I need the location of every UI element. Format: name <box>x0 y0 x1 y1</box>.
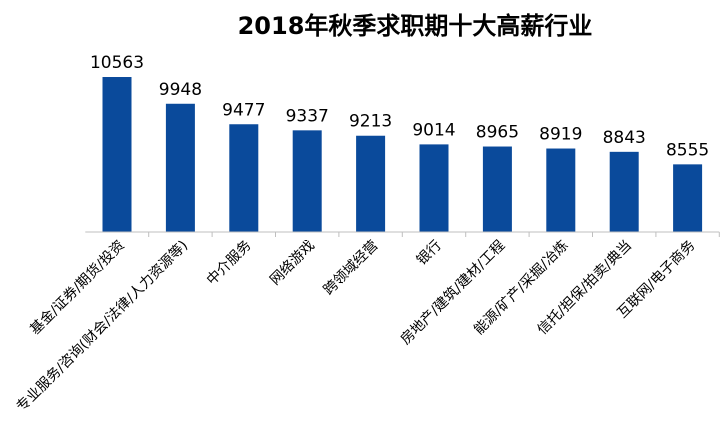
value-label: 8965 <box>476 123 519 143</box>
bar <box>102 77 132 233</box>
value-label: 10563 <box>90 53 144 73</box>
category-label: 银行 <box>414 238 445 269</box>
bar <box>356 135 386 232</box>
value-label: 9337 <box>286 106 329 126</box>
category-labels-layer: 基金/证券/期货/投资专业服务/咨询(财会/法律/人力资源等) 中介服务 网络游戏跨… <box>13 232 720 415</box>
category-label: 房地产/建筑/建材/工程 <box>398 238 508 348</box>
category-label: 中介服务 <box>204 238 255 289</box>
chart-title: 2018年秋季求职期十大高薪行业 <box>238 12 593 40</box>
category-label: 网络游戏 <box>267 238 318 289</box>
bar <box>482 146 512 232</box>
value-label: 8843 <box>603 128 646 148</box>
value-label: 8919 <box>539 125 582 145</box>
bar <box>165 103 195 233</box>
value-label: 9014 <box>412 120 455 140</box>
value-label: 9477 <box>222 100 265 120</box>
category-label: 跨领域经营 <box>321 238 382 299</box>
bar <box>229 124 259 232</box>
value-label: 8555 <box>666 140 709 160</box>
bar <box>546 148 576 232</box>
value-labels-layer: 10563 9948 9477 9337 9213 9014 8965 8919 8843 855… <box>90 53 709 160</box>
bar <box>673 164 703 232</box>
value-label: 9948 <box>159 80 202 100</box>
value-label: 9213 <box>349 112 392 132</box>
bar <box>609 151 639 232</box>
bar <box>419 144 449 232</box>
bar <box>292 130 322 232</box>
bars-layer <box>102 77 703 233</box>
